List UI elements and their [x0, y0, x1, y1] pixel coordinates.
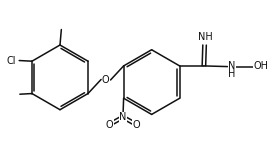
- Text: O: O: [106, 120, 113, 130]
- Text: O: O: [102, 75, 110, 85]
- Text: NH: NH: [198, 32, 212, 42]
- Text: O: O: [133, 120, 140, 130]
- Text: H: H: [228, 69, 236, 79]
- Text: N: N: [119, 112, 127, 122]
- Text: Cl: Cl: [7, 56, 16, 66]
- Text: OH: OH: [254, 61, 269, 71]
- Text: N: N: [228, 61, 236, 71]
